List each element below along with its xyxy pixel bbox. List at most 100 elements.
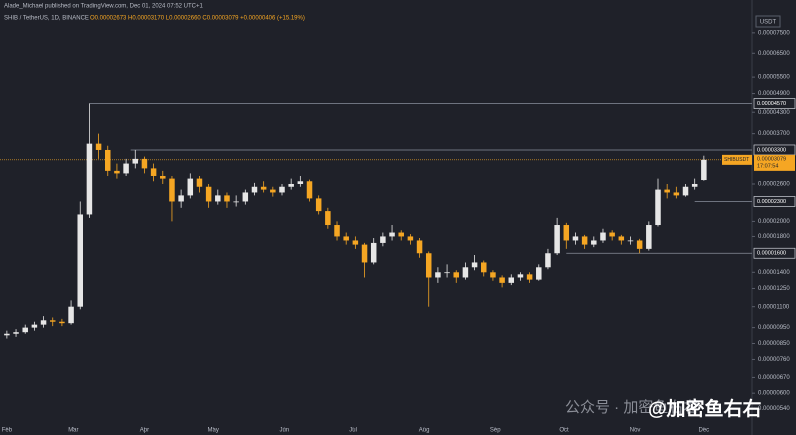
x-tick-label: Aug <box>419 428 430 434</box>
candle-body <box>673 192 680 196</box>
candle-body <box>196 178 203 187</box>
x-tick-label: Jul <box>349 428 357 434</box>
candle-body <box>141 158 148 169</box>
x-tick-label: Jun <box>279 428 289 434</box>
watermark-left: 公众号 · 加密鱼右右 <box>565 398 698 416</box>
candle-body <box>627 240 634 242</box>
candle-body <box>581 236 588 245</box>
candle-body <box>160 175 166 179</box>
watermark-right: @加密鱼右右 <box>648 397 762 420</box>
level-label: 0.00002300 <box>757 199 786 205</box>
candle-body <box>646 225 652 249</box>
price-countdown: 17:07:54 <box>757 163 778 169</box>
unit: USDT <box>760 20 777 26</box>
candle-body <box>315 198 322 212</box>
candle-body <box>508 277 515 283</box>
x-tick-label: Nov <box>630 428 641 434</box>
candle-body <box>380 236 386 243</box>
candle-body <box>279 186 285 193</box>
candle-body <box>343 236 349 241</box>
y-tick-label: 0.00002600 <box>758 182 790 188</box>
candle-body <box>499 277 505 283</box>
candle-body <box>306 181 313 199</box>
candle-body <box>370 242 377 263</box>
y-tick-label: 0.00004900 <box>758 91 790 97</box>
price-badge <box>722 154 752 165</box>
candle-body <box>169 178 175 202</box>
y-tick-label: 0.00007500 <box>758 30 790 36</box>
candle-body <box>453 272 459 278</box>
x-tick-label: May <box>208 428 219 434</box>
candle-body <box>68 306 74 324</box>
level-label: 0.00003300 <box>757 147 786 153</box>
price-name: SHIBUSDT <box>724 157 749 163</box>
candle-body <box>545 253 551 268</box>
author-line: Alade_Michael published on TradingView.c… <box>4 4 204 10</box>
candle-body <box>40 320 47 325</box>
y-tick-label: 0.00006500 <box>758 51 790 57</box>
candle-body <box>691 183 698 187</box>
price-label-box <box>754 154 795 171</box>
candle-body <box>554 225 560 254</box>
candle-body <box>334 225 340 237</box>
candle-body <box>105 149 111 171</box>
candle-body <box>398 232 404 237</box>
candle-body <box>636 240 643 249</box>
candle-body <box>462 267 469 278</box>
level-label-box <box>753 98 796 109</box>
candle-body <box>123 163 129 174</box>
candle-body <box>416 240 423 254</box>
candle-body <box>13 332 19 334</box>
candle-body <box>22 327 28 333</box>
candle-body <box>187 178 194 196</box>
y-tick-label: 0.00002000 <box>758 219 790 225</box>
x-tick-label: Oct <box>559 428 569 434</box>
candle-body <box>572 236 579 241</box>
candle-body <box>114 170 120 174</box>
candle-body <box>31 324 38 328</box>
candle-body <box>526 274 533 280</box>
candle-body <box>664 189 670 193</box>
candle-body <box>49 320 56 322</box>
candle-body <box>4 333 10 336</box>
price-label: 0.00003079 <box>757 156 786 162</box>
candle-body <box>425 253 432 278</box>
candle-body <box>435 272 441 278</box>
candle-body <box>591 240 597 245</box>
candle-body <box>95 143 102 150</box>
level-label-box <box>753 247 796 259</box>
candle-body <box>361 244 368 263</box>
candle-body <box>389 232 395 237</box>
candle-body <box>682 186 689 196</box>
y-tick-label: 0.00000760 <box>758 357 790 363</box>
y-tick-label: 0.00003700 <box>758 131 790 137</box>
candle-body <box>407 236 414 241</box>
candle-body <box>655 189 661 226</box>
x-tick-label: Sep <box>490 428 501 434</box>
y-tick-label: 0.00001100 <box>758 304 790 310</box>
candle-body <box>205 186 212 202</box>
candle-body <box>178 195 184 202</box>
candle-body <box>701 159 707 181</box>
symbol: SHIB / TetherUS, 1D, BINANCE <box>4 16 89 22</box>
y-tick-label: 0.00000950 <box>758 325 790 331</box>
y-tick-label: 0.00005500 <box>758 75 790 81</box>
candle-body <box>132 158 139 164</box>
y-tick-label: 0.00001800 <box>758 234 790 240</box>
unit-box <box>755 15 781 28</box>
candle-body <box>563 225 570 241</box>
candle-body <box>609 232 615 237</box>
candle-body <box>352 240 359 245</box>
candle-body <box>251 186 258 193</box>
candle-body <box>150 168 157 176</box>
level-label: 0.00001600 <box>757 251 786 257</box>
candle-body <box>600 232 606 241</box>
y-tick-label: 0.00004300 <box>758 110 790 116</box>
candle-body <box>260 186 267 190</box>
plot: 0.00007500 0.00006500 0.00005500 0.00004900… <box>0 30 796 434</box>
candle-body <box>444 272 450 274</box>
candle-body <box>270 189 276 193</box>
candle-body <box>215 195 221 202</box>
